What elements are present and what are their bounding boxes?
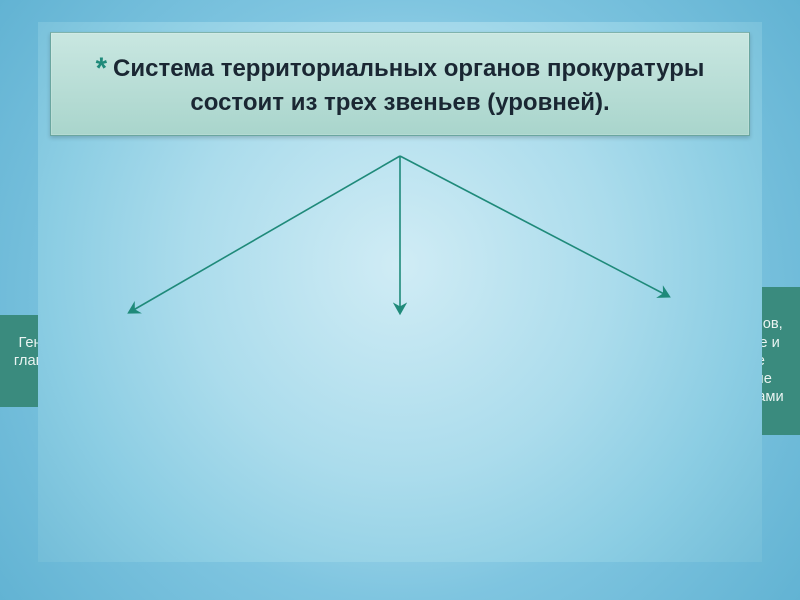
title-text: *Система территориальных органов прокура… — [71, 47, 729, 119]
asterisk-icon: * — [96, 52, 107, 85]
title-main-text: Система территориальных органов прокурат… — [113, 55, 704, 116]
title-box: *Система территориальных органов прокура… — [50, 32, 750, 136]
